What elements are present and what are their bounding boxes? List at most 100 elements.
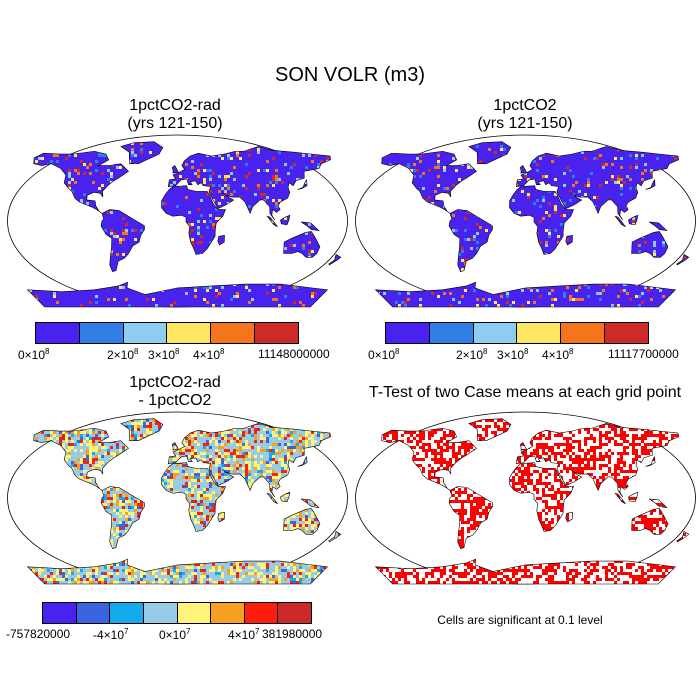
coastline-africa: [509, 185, 574, 255]
figure-title: SON VOLR (m3): [274, 64, 426, 86]
map-panel-4: [355, 411, 696, 585]
map-panel-3: [7, 411, 348, 585]
colorbar-swatch: [143, 603, 178, 623]
colorbar-3-label-c: 4×107: [228, 627, 260, 642]
colorbar-2-max-label: 11117700000: [608, 347, 679, 361]
coastline-nz: [676, 253, 690, 266]
panel-3-title-line2: - 1pctCO2: [138, 392, 212, 409]
coastline-borneo: [280, 214, 291, 226]
map-panel-1: [7, 134, 348, 308]
colorbar-swatch: [517, 323, 562, 343]
coastline-japan: [297, 456, 308, 467]
coastline-australia: [283, 508, 321, 535]
colorbar-2-label-0: 0×108: [368, 347, 400, 362]
coastline-borneo: [628, 491, 639, 503]
coastline-uk: [171, 165, 179, 174]
colorbar-swatch: [79, 323, 124, 343]
coastline-sumatra: [266, 215, 278, 228]
coastline-newguinea: [301, 221, 320, 231]
panel-1-title: 1pctCO2-rad (yrs 121-150): [45, 97, 305, 133]
colorbar-swatch: [255, 323, 298, 343]
coastline-northAmerica: [33, 150, 129, 214]
coastline-borneo: [628, 214, 639, 226]
colorbar-swatch: [110, 603, 144, 623]
panel-1-title-line1: 1pctCO2-rad: [129, 97, 221, 114]
colorbar-swatch: [36, 323, 80, 343]
colorbar-1-label-3: 4×108: [193, 347, 225, 362]
coastline-japan: [645, 179, 656, 190]
colorbar-swatch: [386, 323, 430, 343]
coastline-nz: [676, 530, 690, 543]
coastline-newguinea: [649, 498, 668, 508]
panel-4-title: T-Test of two Case means at each grid po…: [350, 384, 700, 402]
coastline-japan: [645, 456, 656, 467]
coastline-australia: [631, 508, 669, 535]
coastline-eurasia: [167, 146, 331, 221]
coastline-australia: [283, 231, 321, 258]
coastline-newguinea: [649, 221, 668, 231]
colorbar-1-max-label: 11148000000: [258, 347, 330, 361]
colorbar-swatch: [429, 323, 474, 343]
coastline-greenland: [468, 418, 512, 441]
colorbar-1-label-1: 2×108: [107, 347, 139, 362]
coastline-antarctica: [26, 281, 329, 308]
map-panel-2: [355, 134, 696, 308]
coastline-madagascar: [217, 234, 225, 246]
coastline-borneo: [280, 491, 291, 503]
colorbar-3-label-a: -4×107: [93, 627, 129, 642]
coastline-newguinea: [301, 498, 320, 508]
coastline-uk: [519, 442, 527, 451]
coastline-southAmerica: [448, 209, 493, 273]
colorbar-2-label-2: 3×108: [497, 347, 529, 362]
coastline-antarctica: [26, 558, 329, 585]
colorbar-3-max-label: 381980000: [262, 627, 323, 641]
coastline-nz: [328, 530, 342, 543]
coastline-sumatra: [266, 492, 278, 505]
panel-1-title-line2: (yrs 121-150): [127, 115, 223, 132]
coastline-africa: [161, 185, 226, 255]
coastline-northAmerica: [381, 427, 477, 491]
colorbar-2: [385, 322, 649, 344]
panel-3-title-line1: 1pctCO2-rad: [129, 374, 221, 391]
colorbar-1: [35, 322, 299, 344]
coastline-southAmerica: [100, 209, 145, 273]
colorbar-2-label-3: 4×108: [542, 347, 574, 362]
coastline-madagascar: [565, 511, 573, 523]
colorbar-swatch: [278, 603, 311, 623]
colorbar-3: [42, 602, 312, 624]
coastline-japan: [297, 179, 308, 190]
colorbar-swatch: [177, 603, 212, 623]
coastline-madagascar: [217, 511, 225, 523]
coastline-sumatra: [614, 492, 626, 505]
colorbar-swatch: [561, 323, 606, 343]
panel-2-title-line2: (yrs 121-150): [477, 115, 573, 132]
colorbar-swatch: [76, 603, 111, 623]
coastline-uk: [519, 165, 527, 174]
coastline-madagascar: [565, 234, 573, 246]
coastline-southAmerica: [448, 486, 493, 550]
coastline-uk: [171, 442, 179, 451]
colorbar-swatch: [605, 323, 648, 343]
colorbar-swatch: [473, 323, 518, 343]
colorbar-swatch: [211, 323, 256, 343]
colorbar-swatch: [244, 603, 279, 623]
colorbar-3-min-label: -757820000: [6, 627, 71, 641]
coastline-greenland: [468, 141, 512, 164]
coastline-africa: [161, 462, 226, 532]
coastline-eurasia: [515, 146, 679, 221]
coastline-australia: [631, 231, 669, 258]
colorbar-3-label-b: 0×107: [159, 627, 191, 642]
colorbar-1-label-2: 3×108: [148, 347, 180, 362]
coastline-greenland: [120, 141, 164, 164]
coastline-greenland: [120, 418, 164, 441]
coastline-africa: [509, 462, 574, 532]
panel-3-title: 1pctCO2-rad - 1pctCO2: [45, 374, 305, 410]
panel-4-title-line1: T-Test of two Case means at each grid po…: [368, 384, 682, 401]
coastline-sumatra: [614, 215, 626, 228]
coastline-southAmerica: [100, 486, 145, 550]
colorbar-2-label-1: 2×108: [456, 347, 488, 362]
coastline-antarctica: [374, 281, 677, 308]
significance-note: Cells are significant at 0.1 level: [437, 613, 603, 627]
colorbar-swatch: [211, 603, 245, 623]
colorbar-swatch: [43, 603, 77, 623]
